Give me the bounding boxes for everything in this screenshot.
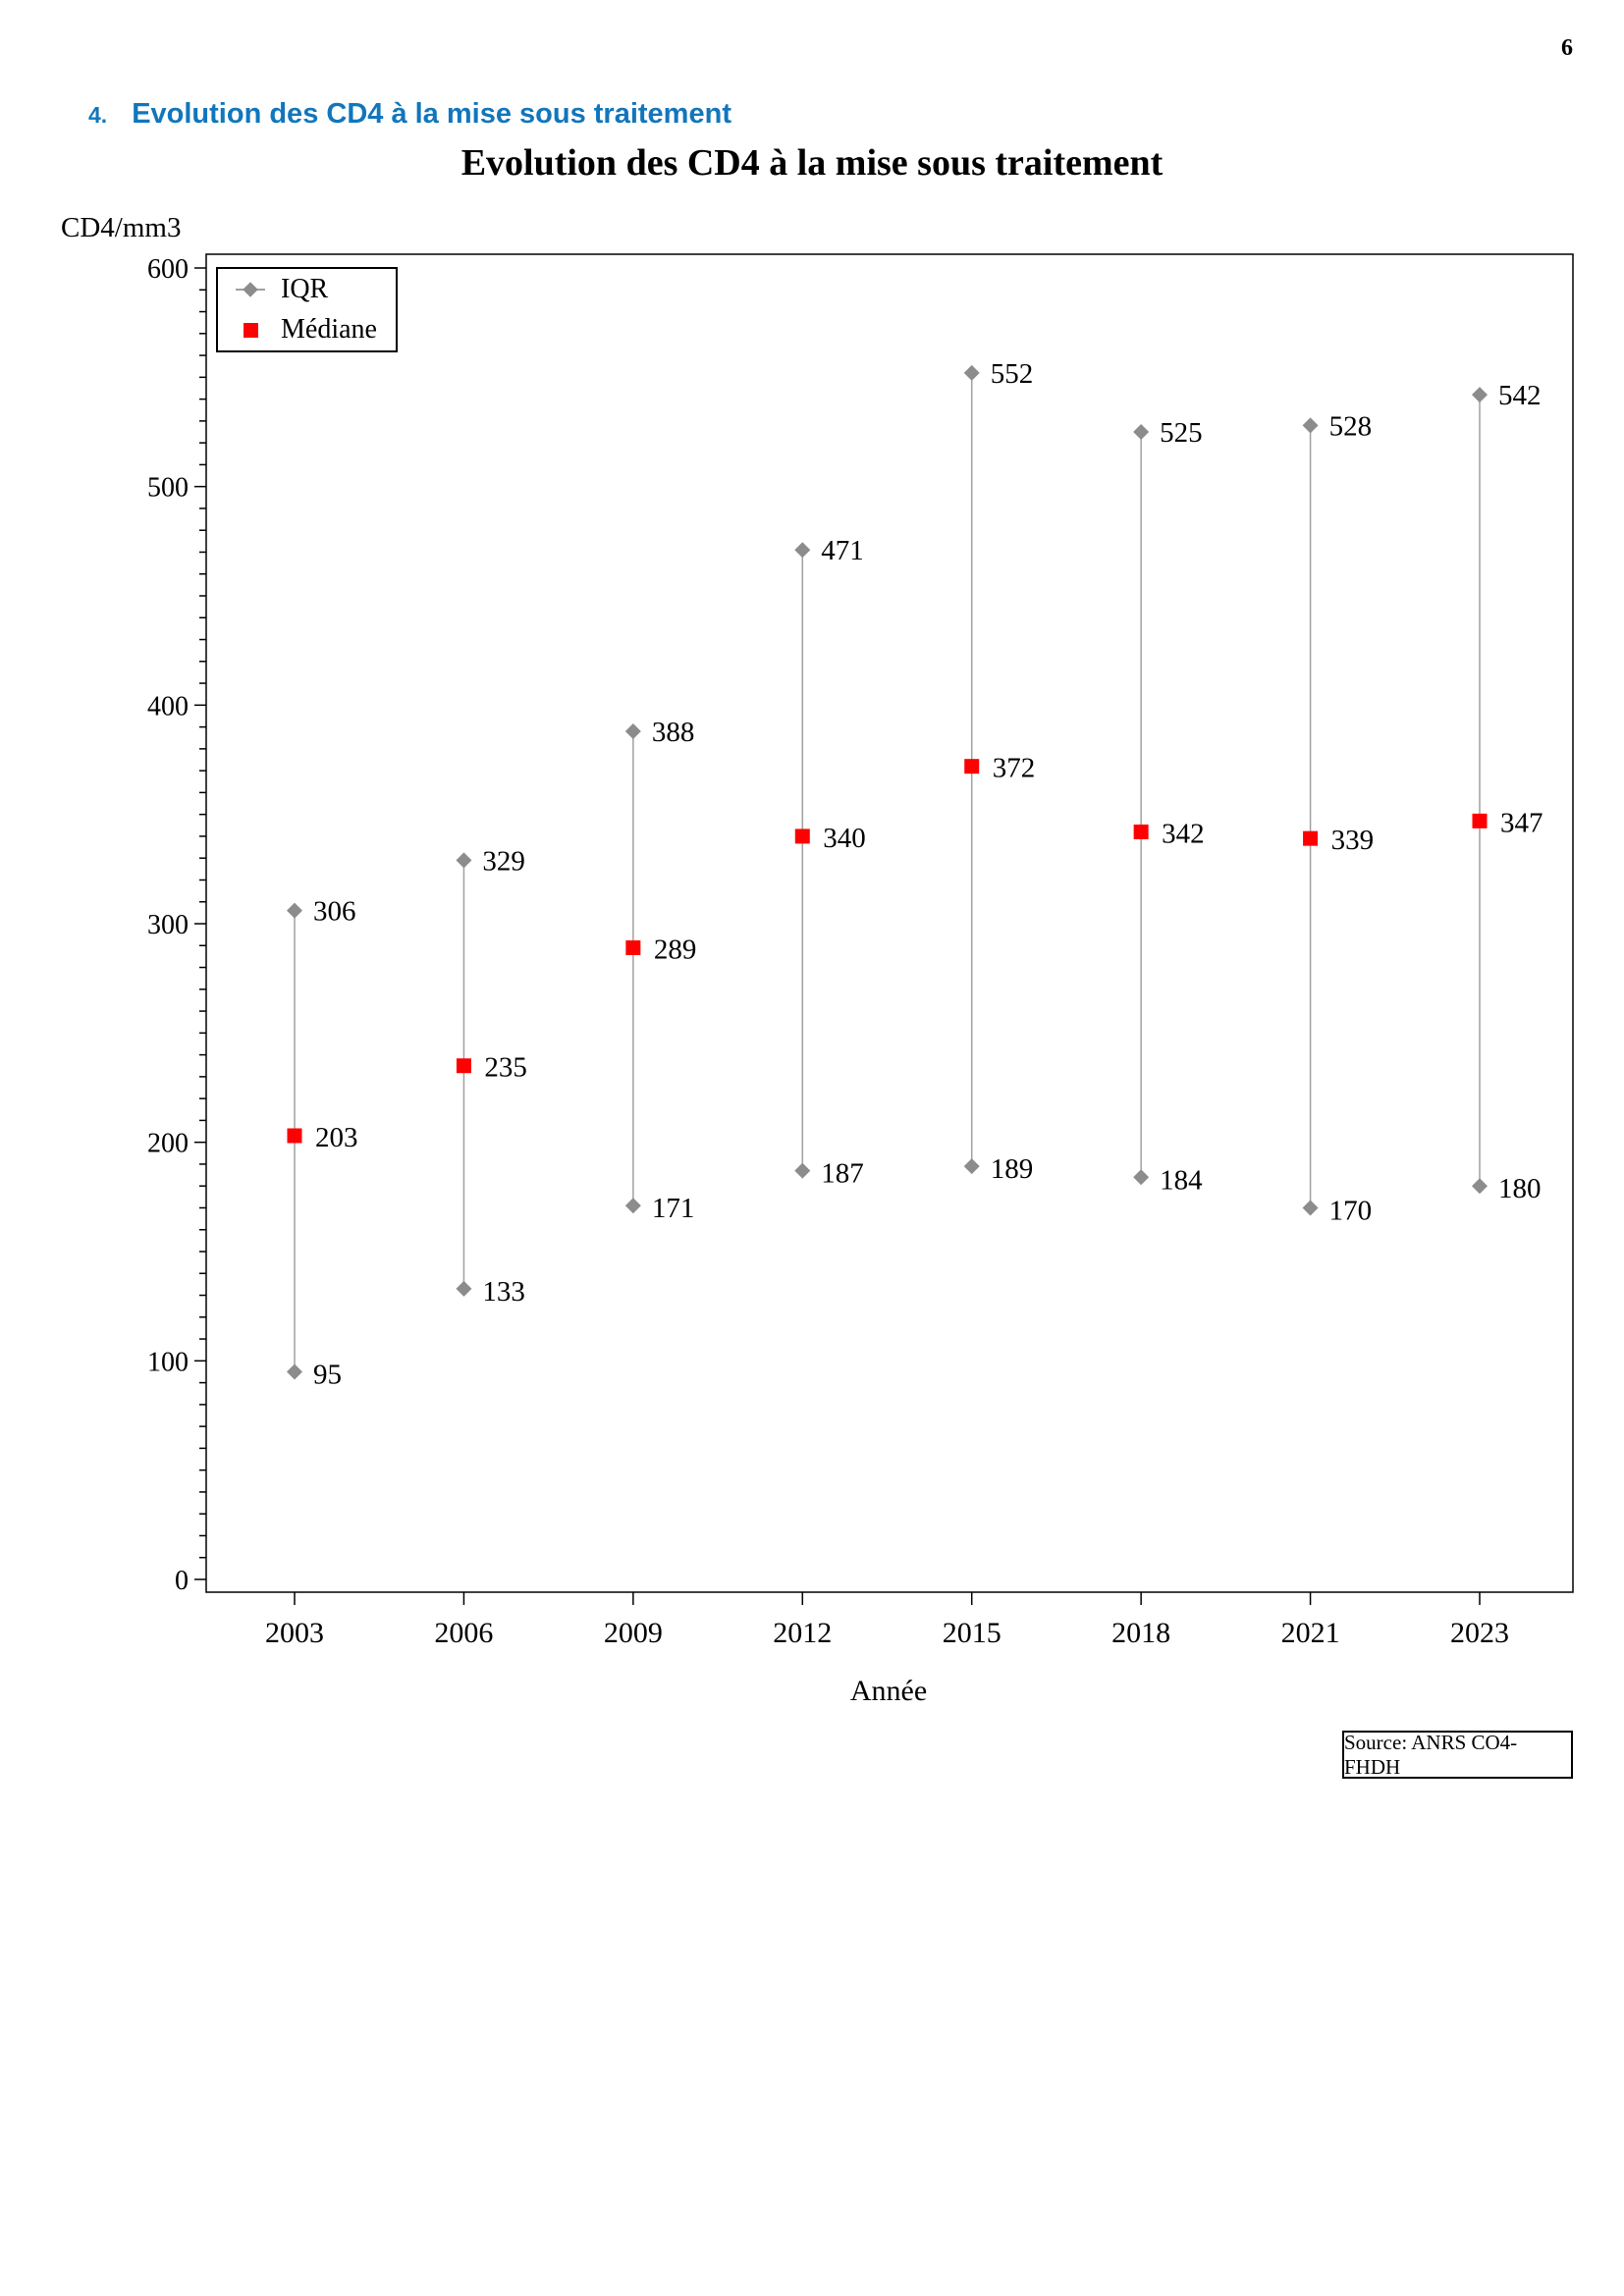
median-marker xyxy=(964,759,980,774)
source-text: Source: ANRS CO4-FHDH xyxy=(1344,1730,1518,1779)
diamond-icon xyxy=(243,282,258,297)
iqr-upper-value-label: 528 xyxy=(1329,410,1373,442)
y-axis-tick-label: 100 xyxy=(147,1347,189,1377)
legend-row-iqr: IQR xyxy=(231,274,396,305)
x-axis-title: Année xyxy=(849,1675,928,1707)
legend-label-mediane: Médiane xyxy=(281,314,377,345)
chart-legend: IQR Médiane xyxy=(216,267,398,352)
y-axis-tick-label: 0 xyxy=(175,1566,189,1596)
iqr-lower-marker xyxy=(624,1198,641,1214)
x-axis-tick-label: 2006 xyxy=(434,1617,493,1649)
iqr-lower-value-label: 189 xyxy=(991,1153,1034,1185)
iqr-lower-marker xyxy=(963,1158,980,1175)
iqr-upper-value-label: 388 xyxy=(652,717,695,748)
x-axis-tick-label: 2009 xyxy=(604,1617,663,1649)
y-axis-tick-label: 200 xyxy=(147,1129,189,1159)
median-value-label: 340 xyxy=(823,823,866,854)
plot-frame xyxy=(205,253,1574,1593)
median-marker xyxy=(1133,824,1149,839)
median-value-label: 372 xyxy=(993,753,1036,784)
iqr-lower-value-label: 180 xyxy=(1498,1173,1542,1204)
iqr-upper-marker xyxy=(456,852,472,869)
chart-title: Evolution des CD4 à la mise sous traitem… xyxy=(460,142,1164,184)
iqr-lower-value-label: 170 xyxy=(1329,1195,1373,1226)
y-axis-tick-label: 600 xyxy=(147,254,189,285)
iqr-upper-value-label: 552 xyxy=(991,358,1034,390)
iqr-upper-value-label: 525 xyxy=(1160,417,1203,449)
iqr-upper-marker xyxy=(963,364,980,381)
x-axis-tick-label: 2018 xyxy=(1111,1617,1170,1649)
y-axis-title: CD4/mm3 xyxy=(61,212,182,243)
median-marker-icon xyxy=(231,322,270,338)
median-marker xyxy=(625,939,641,955)
iqr-lower-marker xyxy=(287,1363,302,1380)
median-marker xyxy=(287,1128,302,1144)
median-value-label: 347 xyxy=(1500,807,1543,838)
iqr-lower-value-label: 133 xyxy=(482,1276,525,1308)
iqr-lower-value-label: 184 xyxy=(1160,1164,1203,1196)
legend-label-iqr: IQR xyxy=(281,274,329,304)
y-axis-tick-label: 400 xyxy=(147,691,189,721)
iqr-upper-marker xyxy=(1133,424,1150,440)
iqr-upper-marker xyxy=(794,542,811,559)
median-marker xyxy=(794,828,810,844)
iqr-upper-value-label: 542 xyxy=(1498,380,1542,411)
iqr-lower-marker xyxy=(1302,1200,1319,1216)
section-heading-number: 4. xyxy=(88,102,108,128)
red-square-icon xyxy=(243,322,258,338)
x-axis-tick-label: 2012 xyxy=(773,1617,832,1649)
median-marker xyxy=(456,1058,471,1074)
median-marker xyxy=(1303,830,1319,846)
median-value-label: 235 xyxy=(484,1052,527,1084)
iqr-upper-marker xyxy=(624,723,641,740)
iqr-lower-marker xyxy=(1133,1169,1150,1186)
iqr-lower-marker xyxy=(456,1280,472,1297)
section-heading-text: Evolution des CD4 à la mise sous traitem… xyxy=(132,98,731,130)
legend-row-mediane: Médiane xyxy=(231,314,396,346)
median-value-label: 342 xyxy=(1162,818,1205,849)
iqr-upper-marker xyxy=(1472,387,1488,403)
iqr-lower-value-label: 187 xyxy=(821,1158,864,1190)
iqr-upper-value-label: 306 xyxy=(313,896,356,928)
median-value-label: 203 xyxy=(315,1122,358,1153)
y-axis-tick-label: 500 xyxy=(147,473,189,504)
iqr-upper-value-label: 329 xyxy=(482,845,525,877)
iqr-upper-marker xyxy=(287,902,302,919)
x-axis-tick-label: 2023 xyxy=(1450,1617,1509,1649)
iqr-lower-value-label: 95 xyxy=(313,1359,342,1390)
iqr-upper-value-label: 471 xyxy=(821,535,864,566)
iqr-marker-icon xyxy=(231,282,270,297)
y-axis-tick-label: 300 xyxy=(147,910,189,940)
x-axis-tick-label: 2003 xyxy=(265,1617,324,1649)
iqr-lower-value-label: 171 xyxy=(652,1193,695,1224)
iqr-lower-marker xyxy=(1472,1178,1488,1195)
median-marker xyxy=(1472,813,1488,828)
median-value-label: 339 xyxy=(1331,825,1375,856)
page-number: 6 xyxy=(1561,35,1573,61)
source-box: Source: ANRS CO4-FHDH xyxy=(1342,1731,1573,1779)
x-axis-tick-label: 2015 xyxy=(943,1617,1001,1649)
median-value-label: 289 xyxy=(654,934,697,965)
iqr-upper-marker xyxy=(1302,417,1319,434)
x-axis-tick-label: 2021 xyxy=(1281,1617,1340,1649)
section-heading: 4. Evolution des CD4 à la mise sous trai… xyxy=(88,98,731,131)
iqr-lower-marker xyxy=(794,1162,811,1179)
